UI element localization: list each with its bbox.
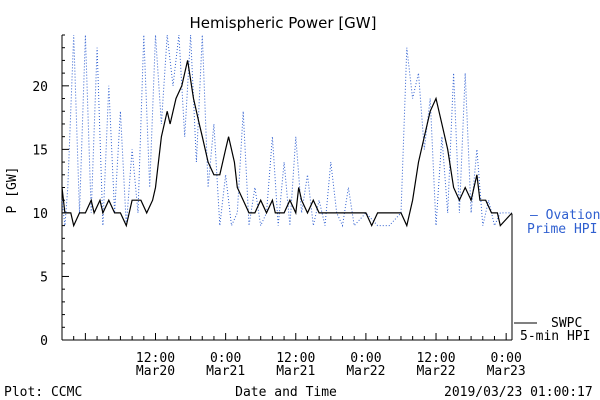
y-tick-label: 20 xyxy=(32,80,48,95)
footer-timestamp: 2019/03/23 01:00:17 xyxy=(444,385,593,400)
legend-swpc-line2: 5-min HPI xyxy=(520,329,590,344)
series-ovation-prime-hpi xyxy=(61,34,512,228)
y-tick-label: 5 xyxy=(40,270,48,285)
legend-ovation-line2: Prime HPI xyxy=(527,222,597,237)
x-tick-time-label: 12:00 xyxy=(136,351,175,366)
y-tick-label: 0 xyxy=(40,334,48,349)
legend-ovation-line1: – Ovation xyxy=(530,208,600,223)
x-tick-date-label: Mar22 xyxy=(416,364,455,379)
x-tick-time-label: 0:00 xyxy=(210,351,241,366)
plot-frame xyxy=(61,35,513,341)
y-tick-label: 15 xyxy=(32,143,48,158)
series-swpc-5min-hpi xyxy=(61,60,513,228)
x-tick-date-label: Mar23 xyxy=(487,364,526,379)
x-tick-time-label: 0:00 xyxy=(490,351,521,366)
x-tick-time-label: 0:00 xyxy=(350,351,381,366)
chart-title: Hemispheric Power [GW] xyxy=(190,14,377,32)
x-tick-date-label: Mar22 xyxy=(346,364,385,379)
y-axis-label: P [GW] xyxy=(5,167,20,214)
x-tick-time-label: 12:00 xyxy=(276,351,315,366)
x-tick-date-label: Mar21 xyxy=(276,364,315,379)
legend-swpc-line1: SWPC xyxy=(551,316,582,331)
x-tick-time-label: 12:00 xyxy=(416,351,455,366)
series-layer xyxy=(61,34,513,228)
y-tick-label: 10 xyxy=(32,207,48,222)
axis-layer: 0510152012:00Mar200:00Mar2112:00Mar210:0… xyxy=(32,34,526,379)
x-tick-date-label: Mar20 xyxy=(136,364,175,379)
footer-plot-credit: Plot: CCMC xyxy=(4,385,82,400)
x-axis-label: Date and Time xyxy=(235,385,337,400)
x-tick-date-label: Mar21 xyxy=(206,364,245,379)
